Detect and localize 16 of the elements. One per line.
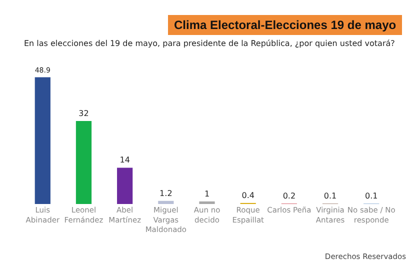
bar: [158, 200, 174, 204]
chart-title: Clima Electoral-Elecciones 19 de mayo: [168, 15, 402, 35]
data-label: 0.2: [282, 191, 296, 200]
data-label: 0.1: [324, 192, 337, 201]
bar: [34, 77, 50, 204]
data-label: 0.4: [242, 190, 254, 200]
data-label: 1: [204, 189, 210, 198]
bar: [76, 121, 92, 204]
data-label: 48.9: [34, 65, 50, 74]
data-label: 32: [78, 109, 89, 118]
data-label: 0.1: [364, 192, 378, 201]
data-label: 14: [120, 156, 130, 165]
bar: [117, 168, 133, 204]
bar: [199, 201, 215, 204]
chart-subtitle: En las elecciones del 19 de mayo, para presidente de la República, ¿por quien usted votará?: [24, 39, 395, 48]
data-label: 1.2: [160, 188, 172, 198]
